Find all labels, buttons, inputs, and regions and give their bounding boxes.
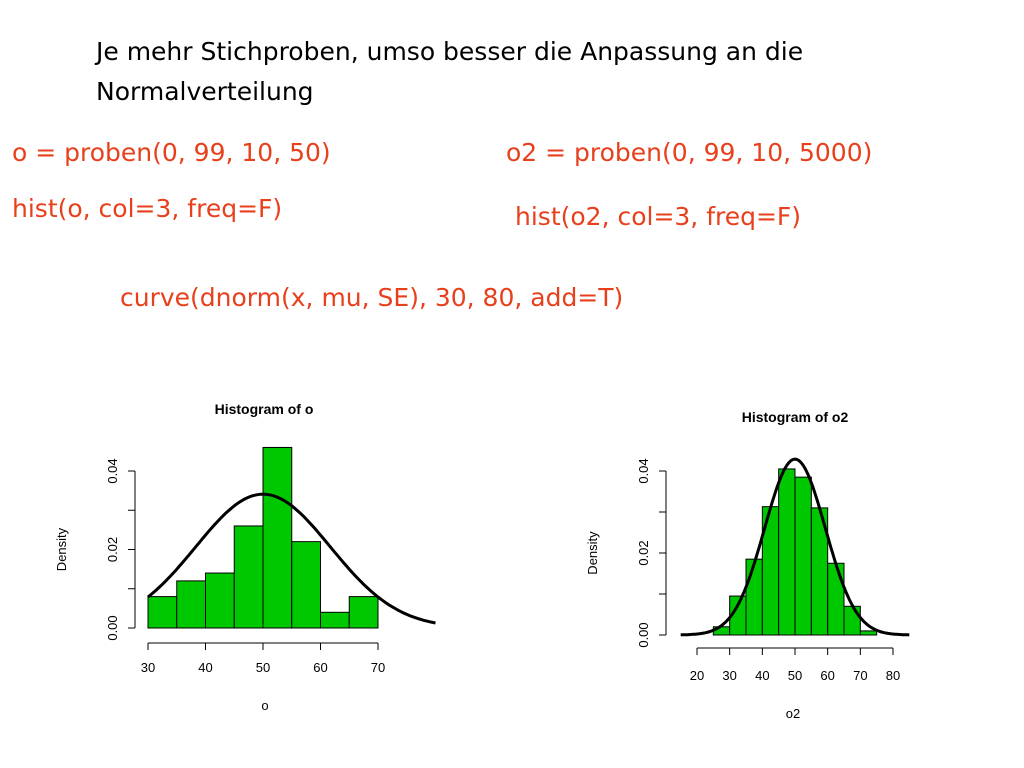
x-tick-label: 70 [371,660,385,675]
histogram-bar [291,541,321,629]
x-tick-label: 30 [722,668,736,683]
x-tick-label: 70 [853,668,867,683]
histogram-bar [262,446,293,629]
histogram-bar [233,525,264,629]
x-tick-label: 60 [313,660,327,675]
normal-curve [680,457,910,637]
histogram-bar [827,562,845,636]
histogram-bar [859,630,878,636]
histogram-bar [794,476,812,636]
x-axis-label: o [261,698,268,713]
x-tick-label: 20 [690,668,704,683]
histogram-bar [843,605,861,636]
normal-curve [147,492,436,625]
x-tick-label: 40 [198,660,212,675]
histogram-bar [745,558,763,636]
code-line-hist-o: hist(o, col=3, freq=F) [12,194,283,223]
histogram-bar [778,468,796,636]
chart-title: Histogram of o2 [742,409,849,425]
x-tick-label: 80 [886,668,900,683]
y-tick-label: 0.02 [636,540,651,565]
y-tick-label: 0.02 [105,537,120,562]
x-tick-label: 50 [788,668,802,683]
code-line-o: o = proben(0, 99, 10, 50) [12,138,331,167]
y-tick-label: 0.04 [636,458,651,483]
histogram-bar [205,572,235,629]
x-axis-label: o2 [786,706,800,721]
slide-heading: Je mehr Stichproben, umso besser die Anp… [96,37,804,106]
y-tick-label: 0.04 [105,458,120,483]
histogram-bar [348,596,379,629]
chart-title: Histogram of o [215,401,314,417]
x-tick-label: 30 [141,660,155,675]
x-tick-label: 40 [755,668,769,683]
y-tick-label: 0.00 [636,622,651,647]
y-tick-label: 0.00 [105,615,120,640]
code-line-curve: curve(dnorm(x, mu, SE), 30, 80, add=T) [120,283,624,312]
code-line-hist-o2: hist(o2, col=3, freq=F) [515,202,802,231]
y-axis-label: Density [54,527,69,571]
code-line-o2: o2 = proben(0, 99, 10, 5000) [506,138,873,167]
histogram-bar [147,596,178,629]
x-tick-label: 60 [820,668,834,683]
histogram-bar [176,580,206,629]
x-tick-label: 50 [256,660,270,675]
histogram-bar [320,611,350,629]
y-axis-label: Density [585,531,600,575]
